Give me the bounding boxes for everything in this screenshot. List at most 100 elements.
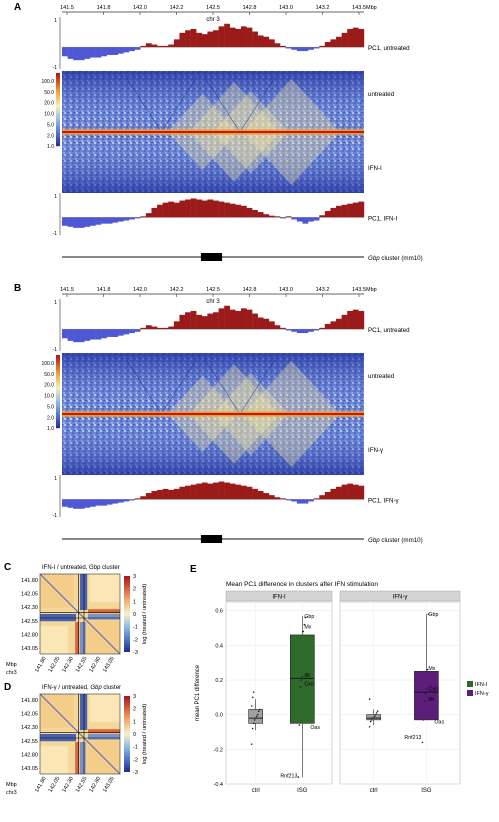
- box-body: [414, 671, 439, 721]
- pc1-bin: [73, 329, 79, 343]
- pc1-bin: [291, 217, 298, 220]
- data-point: [368, 698, 371, 700]
- pc1-untreated-track: 1 -1 PC1, untreated: [53, 299, 410, 353]
- pc1-bin: [157, 45, 163, 48]
- panel-letter-b: B: [14, 283, 21, 294]
- pc1-bin: [201, 200, 208, 218]
- pc1-bin: [140, 496, 147, 500]
- pc1-tick-label: 1: [54, 18, 57, 24]
- heatmap-title: IFN-I / untreated, Gbp cluster: [42, 565, 120, 571]
- pc1-bin: [268, 495, 275, 500]
- axis-tick-label: 143.0: [279, 5, 293, 11]
- pc1-bin: [78, 217, 85, 228]
- pc1-bin: [313, 47, 320, 49]
- pc1-bin: [145, 493, 152, 500]
- pc1-bin: [84, 217, 91, 227]
- pc1-bin: [89, 47, 96, 58]
- pc1-bin: [280, 217, 286, 219]
- pc1-bin: [218, 26, 225, 48]
- hic-domain-lower: [243, 132, 340, 186]
- panel-c: C IFN-I / untreated, Gbp cluster141.8014…: [4, 562, 148, 676]
- panel-e: E Mean PC1 difference in clusters after …: [190, 564, 489, 794]
- heatmap-label: untreated: [368, 91, 395, 98]
- pc1-bin: [62, 217, 68, 226]
- pc1-bin: [196, 199, 203, 218]
- axis-unit-label: Mbp: [366, 5, 377, 11]
- legend-swatch: [467, 681, 473, 687]
- pc1-bin: [112, 329, 119, 337]
- pc1-bin: [62, 47, 68, 57]
- hic-diagonal: [62, 131, 364, 133]
- pc1-bin: [246, 309, 253, 330]
- pc1-bin: [67, 217, 74, 227]
- pc1-bin: [280, 498, 286, 500]
- pc1-bin: [218, 481, 225, 500]
- pc1-tick-label: 1: [54, 300, 57, 306]
- data-point: [302, 630, 305, 633]
- pc1-bin: [168, 326, 175, 330]
- pc1-bin: [263, 214, 270, 218]
- box-body: [366, 714, 381, 721]
- panel-letter-e: E: [190, 564, 197, 575]
- pc1-bin: [330, 207, 337, 218]
- colorbar-tick-label: 2.0: [47, 133, 54, 139]
- pc1-bin: [235, 28, 242, 48]
- pc1-bin: [78, 47, 85, 61]
- pc1-bin: [134, 498, 141, 500]
- data-point: [252, 691, 255, 693]
- pc1-bin: [62, 499, 68, 507]
- pc1-bin: [89, 499, 96, 507]
- pc1-bin: [280, 45, 286, 48]
- data-point: [250, 705, 253, 707]
- pc1-bin: [308, 329, 314, 332]
- pc1-bin: [302, 499, 309, 504]
- pc1-tick-label: -1: [53, 347, 58, 353]
- point-annotation: Ifit: [428, 697, 434, 703]
- hic-stripe: [161, 357, 198, 415]
- colorbar-tick-label: 3: [133, 694, 136, 700]
- pc1-bin: [324, 492, 331, 500]
- hic-heatmap: 100.0 50.0 20.0 10.0 5.0 2.0 1.0 untreated IFN-γ: [41, 353, 395, 475]
- y-tick-label: 142.05: [21, 712, 38, 718]
- pc1-bin: [336, 318, 342, 330]
- point-annotation: Oas: [310, 725, 320, 731]
- pc1-bin: [358, 201, 365, 218]
- pc1-bin: [263, 493, 270, 500]
- data-point: [252, 722, 255, 725]
- pc1-bin: [179, 200, 186, 218]
- heatmap-frame: [39, 573, 121, 655]
- pc1-bin: [67, 47, 74, 59]
- pc1-bin: [207, 313, 214, 330]
- pc1-bin: [106, 499, 113, 505]
- axis-tick-label: 143.5: [352, 287, 366, 293]
- pc1-bin: [106, 329, 113, 337]
- pc1-bin: [347, 483, 354, 500]
- pc1-tick-label: -1: [53, 231, 58, 237]
- ratio-block: [40, 626, 68, 654]
- pc1-track-label: PC1, IFN-γ: [368, 497, 400, 504]
- pc1-bin: [123, 217, 130, 221]
- y-tick-label: 142.30: [21, 605, 38, 611]
- pc1-bin: [201, 316, 208, 330]
- data-point: [255, 715, 258, 718]
- pc1-bin: [341, 32, 348, 48]
- hic-domain-lower: [213, 132, 289, 174]
- pc1-tick-label: 1: [54, 476, 57, 482]
- hic-domain-lower: [167, 414, 238, 453]
- x-tick-label: 143.05: [102, 656, 116, 674]
- data-point: [297, 776, 300, 778]
- pc1-bin: [263, 36, 270, 48]
- chrom-label: chr3: [6, 790, 17, 796]
- hic-domain-upper: [243, 360, 340, 414]
- pc1-bin: [313, 329, 320, 331]
- colorbar: [56, 73, 60, 147]
- colorbar-tick-label: 20.0: [44, 383, 54, 389]
- pc1-bin: [274, 216, 281, 218]
- data-point: [369, 720, 372, 723]
- data-point: [422, 719, 425, 721]
- x-tick-label: 142.30: [61, 776, 75, 794]
- point-annotation: Rnf213: [280, 773, 297, 779]
- pc1-bin: [207, 483, 214, 500]
- facet-panel: [225, 601, 333, 785]
